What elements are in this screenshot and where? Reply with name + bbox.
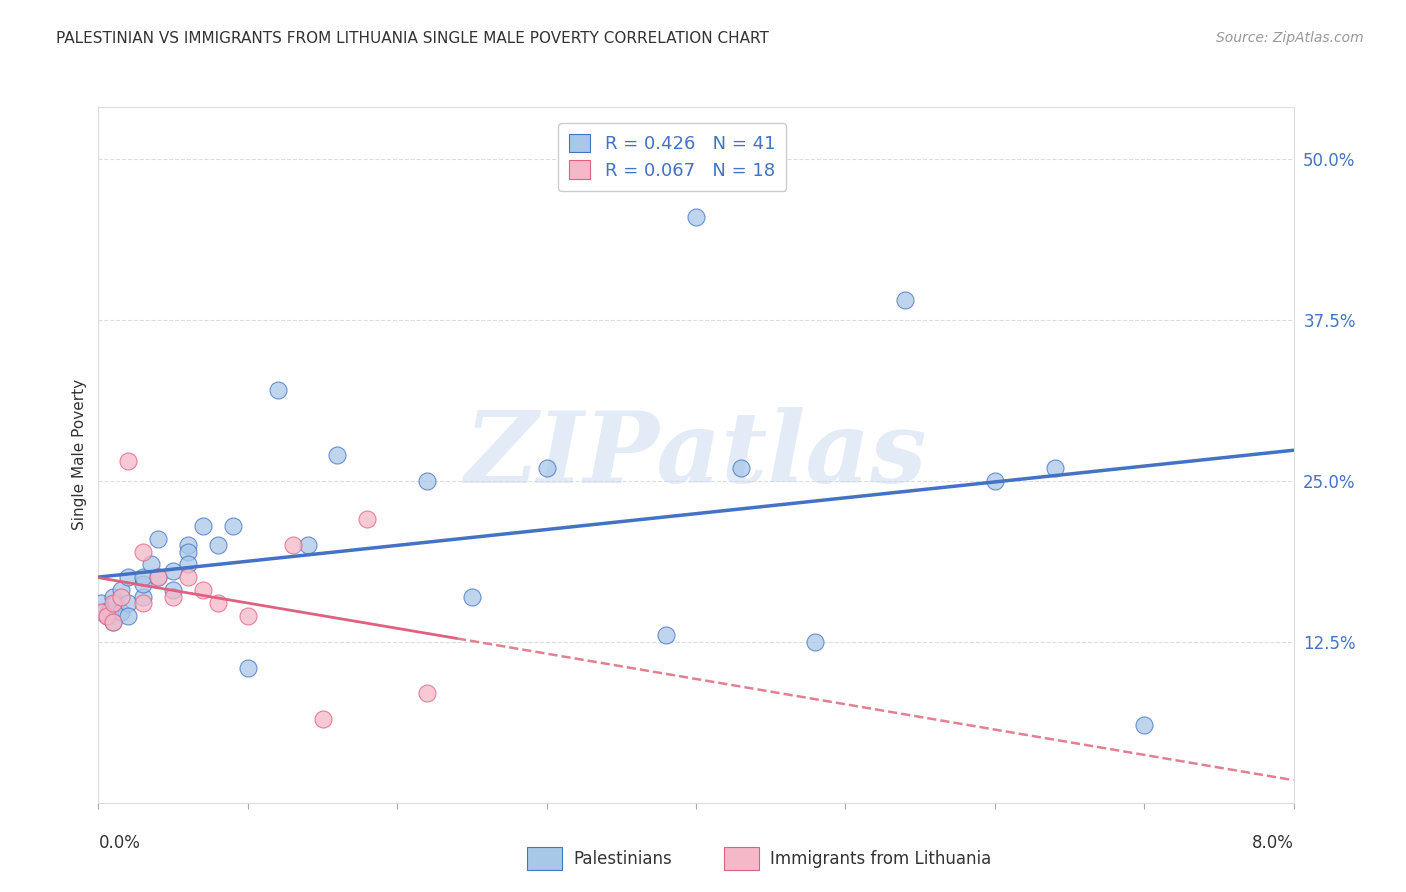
Text: Immigrants from Lithuania: Immigrants from Lithuania [770,850,991,868]
Point [110,590,132,604]
Text: ZIPatlas: ZIPatlas [465,407,927,503]
Point [103,615,125,630]
Point [236,609,259,624]
Point [103,615,125,630]
Point [148,570,170,584]
Point [148,532,170,546]
Point [730,460,752,475]
Point [297,538,319,552]
Y-axis label: Single Male Poverty: Single Male Poverty [72,379,87,531]
Point [90,605,112,619]
Text: 0.0%: 0.0% [98,834,141,852]
Point [191,583,214,598]
Point [148,570,170,584]
Point [162,583,184,598]
Point [191,518,214,533]
Point [93,605,115,619]
Point [416,686,439,700]
Point [98,602,122,616]
Point [139,558,162,572]
Point [177,558,200,572]
Point [655,628,678,642]
Point [117,454,139,468]
Point [177,544,200,558]
Point [536,460,558,475]
Point [326,448,349,462]
Point [894,293,917,308]
Point [110,605,132,619]
Point [207,538,229,552]
Point [311,712,333,726]
Point [132,570,155,584]
Point [132,576,155,591]
Point [117,596,139,610]
Point [177,570,200,584]
Point [685,210,707,224]
Point [177,538,200,552]
Point [96,609,118,624]
Text: Palestinians: Palestinians [574,850,672,868]
Point [103,596,125,610]
Point [103,590,125,604]
Point [90,596,112,610]
Point [132,544,155,558]
Point [110,583,132,598]
Point [983,474,1005,488]
Point [1133,718,1156,732]
Point [267,384,290,398]
Point [1043,460,1066,475]
Point [162,590,184,604]
Point [117,609,139,624]
Text: PALESTINIAN VS IMMIGRANTS FROM LITHUANIA SINGLE MALE POVERTY CORRELATION CHART: PALESTINIAN VS IMMIGRANTS FROM LITHUANIA… [56,31,769,46]
Point [132,590,155,604]
Text: 8.0%: 8.0% [1251,834,1294,852]
Point [461,590,484,604]
Point [96,609,118,624]
Point [236,660,259,674]
Point [281,538,304,552]
Text: Source: ZipAtlas.com: Source: ZipAtlas.com [1216,31,1364,45]
Point [356,512,378,526]
Point [162,564,184,578]
Point [804,634,827,648]
Point [117,570,139,584]
Legend: R = 0.426   N = 41, R = 0.067   N = 18: R = 0.426 N = 41, R = 0.067 N = 18 [558,123,786,191]
Point [207,596,229,610]
Point [222,518,245,533]
Point [132,596,155,610]
Point [105,596,128,610]
Point [416,474,439,488]
